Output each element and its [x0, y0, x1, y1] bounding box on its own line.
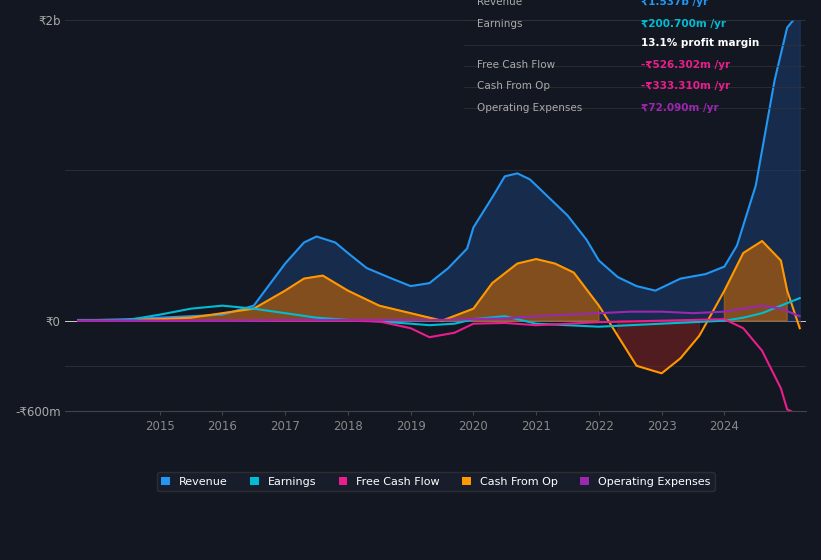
Legend: Revenue, Earnings, Free Cash Flow, Cash From Op, Operating Expenses: Revenue, Earnings, Free Cash Flow, Cash … [157, 472, 714, 491]
Text: Free Cash Flow: Free Cash Flow [478, 60, 556, 70]
Text: Operating Expenses: Operating Expenses [478, 102, 583, 113]
Text: -₹333.310m /yr: -₹333.310m /yr [641, 81, 730, 91]
Text: -₹526.302m /yr: -₹526.302m /yr [641, 60, 730, 70]
Text: ₹200.700m /yr: ₹200.700m /yr [641, 20, 726, 30]
Text: ₹1.537b /yr: ₹1.537b /yr [641, 0, 709, 7]
Text: Cash From Op: Cash From Op [478, 81, 551, 91]
Text: Revenue: Revenue [478, 0, 523, 7]
Text: ₹72.090m /yr: ₹72.090m /yr [641, 102, 718, 113]
Text: 13.1% profit margin: 13.1% profit margin [641, 38, 759, 48]
Text: Earnings: Earnings [478, 20, 523, 30]
